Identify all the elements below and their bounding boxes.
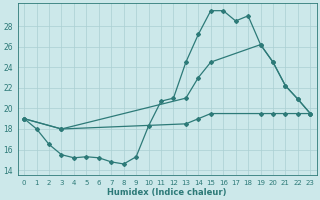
X-axis label: Humidex (Indice chaleur): Humidex (Indice chaleur) — [108, 188, 227, 197]
